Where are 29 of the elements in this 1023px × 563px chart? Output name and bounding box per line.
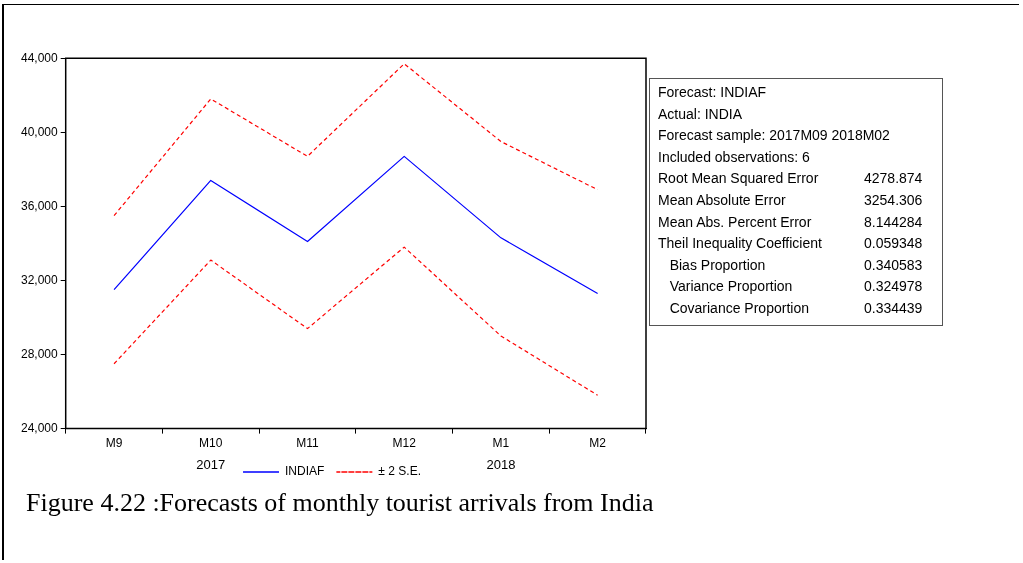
text: Covariance Proportion 0.334439 [669,299,923,316]
text: Theil Inequality Coefficient 0.059348 [658,235,923,252]
text: Root Mean Squared Error 4278.874 [658,170,923,187]
text: Actual: INDIA [658,104,743,124]
text: Bias Proportion 0.340583 [669,256,923,273]
y-tick-label: 40,000 [21,124,59,139]
x-tick-label: M9 [105,436,123,451]
x-tick-label: M2 [589,436,607,451]
legend-label: ± 2 S.E. [378,464,421,479]
x-tick-label: M10 [199,436,223,451]
legend-label: INDIAF [285,464,325,479]
line-series [113,246,599,396]
y-tick-label: 28,000 [21,346,59,361]
x-tick-label: M11 [296,436,320,451]
text: Figure 4.22 :Forecasts of monthly tourist arrivals from India [26,488,654,518]
y-tick-label: 44,000 [21,50,59,65]
text: Mean Abs. Percent Error 8.144284 [658,213,923,230]
text: Included observations: 6 [658,147,810,167]
x-tick-label: M12 [392,436,417,451]
x-tick-label: M1 [492,436,510,451]
text: Mean Absolute Error 3254.306 [658,191,923,208]
y-tick-label: 24,000 [21,420,59,435]
text: 2018 [486,456,516,472]
y-tick-label: 32,000 [21,272,59,287]
y-tick-label: 36,000 [21,198,59,213]
text: 2017 [196,456,226,472]
text: Variance Proportion 0.324978 [669,278,923,295]
text: Forecast: INDIAF [658,83,767,102]
text: Forecast sample: 2017M09 2018M02 [658,126,890,146]
